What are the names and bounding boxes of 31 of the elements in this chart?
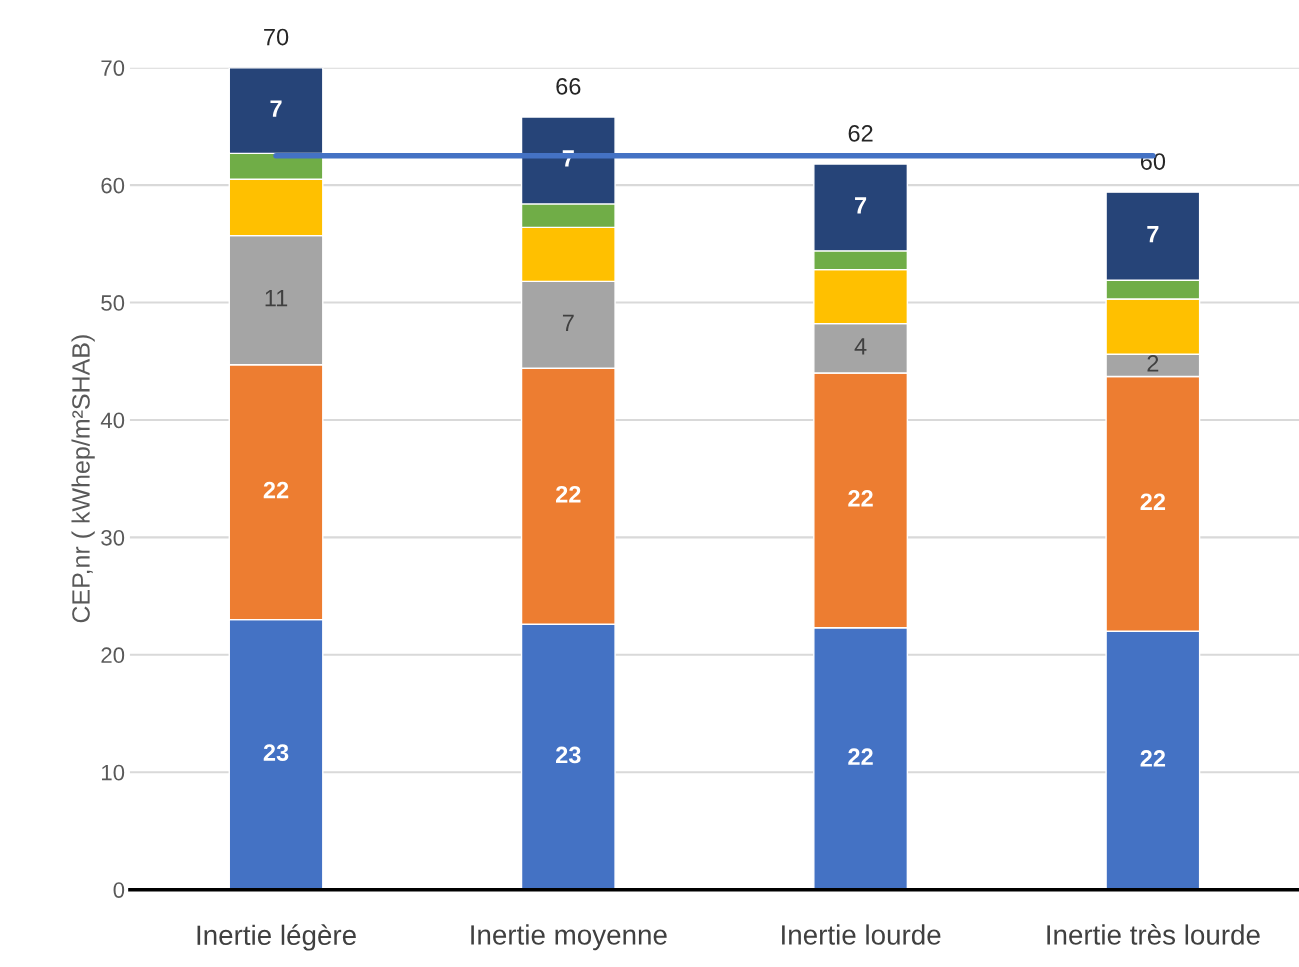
data-label: 22 — [1140, 493, 1166, 511]
data-label: 22 — [1140, 750, 1166, 767]
data-label: 7 — [270, 100, 282, 117]
x-tick-label: Inertie moyenne — [471, 924, 667, 951]
x-tick-label: Inertie légère — [197, 924, 356, 951]
total-label: 66 — [556, 78, 581, 95]
y-axis-title: CEP,nr ( kWhep/m²SHAB) — [71, 335, 95, 623]
data-label: 23 — [263, 744, 289, 761]
data-label: 23 — [556, 746, 581, 764]
y-tick-label: 20 — [101, 647, 125, 664]
total-label: 70 — [264, 28, 289, 46]
data-label: 22 — [556, 485, 581, 503]
data-label: 7 — [855, 197, 867, 214]
y-tick-label: 70 — [101, 60, 125, 76]
y-tick-label: 0 — [113, 882, 125, 898]
x-tick-label: Inertie très lourde — [1047, 924, 1260, 945]
data-label: 22 — [848, 490, 873, 507]
y-tick-label: 10 — [102, 764, 125, 781]
data-label: 7 — [562, 314, 574, 331]
x-tick-label: Inertie lourde — [782, 924, 941, 945]
data-label: 11 — [265, 290, 288, 307]
data-label: 22 — [263, 481, 289, 499]
y-tick-label: 60 — [101, 177, 125, 194]
data-label: 7 — [1147, 226, 1159, 243]
total-label: 62 — [848, 124, 873, 142]
data-label: 4 — [854, 338, 867, 355]
y-tick-label: 50 — [101, 295, 125, 311]
y-tick-label: 30 — [101, 529, 125, 546]
data-label: 2 — [1147, 354, 1159, 372]
y-tick-label: 40 — [100, 412, 125, 429]
data-label: 22 — [848, 748, 873, 765]
